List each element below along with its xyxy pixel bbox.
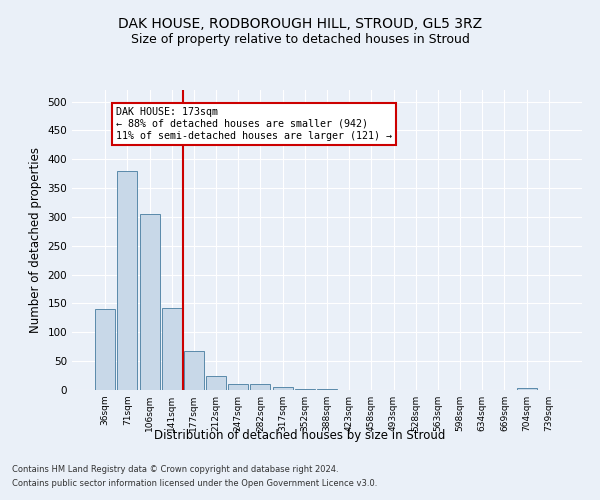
Y-axis label: Number of detached properties: Number of detached properties (29, 147, 42, 333)
Bar (295, 389, 315, 390)
Bar (118, 171, 137, 390)
Text: Distribution of detached houses by size in Stroud: Distribution of detached houses by size … (154, 428, 446, 442)
Text: Contains HM Land Registry data © Crown copyright and database right 2024.: Contains HM Land Registry data © Crown c… (12, 466, 338, 474)
Bar (206, 376, 226, 390)
Bar (95, 309, 115, 390)
Bar (162, 308, 182, 390)
Bar (228, 384, 248, 390)
Text: Size of property relative to detached houses in Stroud: Size of property relative to detached ho… (131, 32, 469, 46)
Text: DAK HOUSE: 173sqm
← 88% of detached houses are smaller (942)
11% of semi-detache: DAK HOUSE: 173sqm ← 88% of detached hous… (116, 108, 392, 140)
Bar (517, 388, 536, 390)
Bar (140, 214, 160, 390)
Text: Contains public sector information licensed under the Open Government Licence v3: Contains public sector information licen… (12, 479, 377, 488)
Bar (272, 387, 293, 390)
Text: DAK HOUSE, RODBOROUGH HILL, STROUD, GL5 3RZ: DAK HOUSE, RODBOROUGH HILL, STROUD, GL5 … (118, 18, 482, 32)
Bar (250, 384, 271, 390)
Bar (184, 351, 204, 390)
